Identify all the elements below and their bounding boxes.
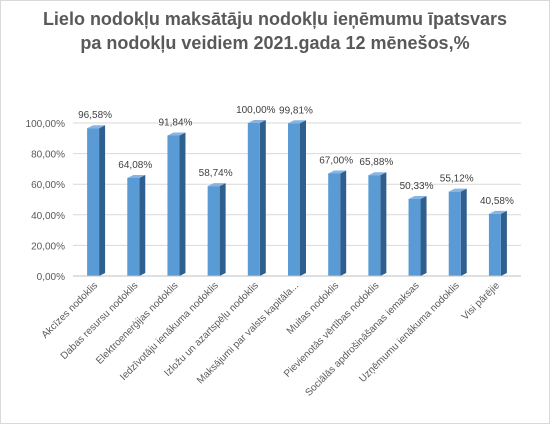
bar (328, 173, 341, 276)
bar-side (139, 174, 146, 276)
bar (368, 175, 381, 276)
bar-top (408, 195, 427, 199)
data-label: 55,12% (440, 174, 474, 185)
chart-title-line-1: Lielo nodokļu maksātāju nodokļu ieņēmumu… (42, 9, 508, 29)
bar-top (288, 120, 306, 124)
bar-top (87, 125, 106, 129)
y-tick-label: 20,00% (31, 241, 65, 252)
category-label: Elektroenerģijas nodoklis (93, 279, 181, 367)
bar-side (380, 172, 387, 276)
chart-title: Lielo nodokļu maksātāju nodokļu ieņēmumu… (1, 7, 549, 55)
bar-side (219, 183, 226, 276)
y-tick-label: 80,00% (31, 150, 65, 161)
data-label: 67,00% (319, 155, 353, 166)
y-tick-label: 0,00% (37, 272, 65, 283)
bar (288, 123, 300, 276)
category-label: Dabas resursu nodoklis (59, 280, 141, 362)
bar-top (127, 174, 146, 178)
bar (127, 177, 140, 276)
y-tick-label: 60,00% (31, 180, 65, 191)
bar-side (259, 120, 266, 276)
bar (488, 213, 501, 276)
data-label: 64,08% (118, 160, 152, 171)
bar-top (488, 210, 507, 214)
bar (247, 123, 260, 276)
chart-title-line-2: pa nodokļu veidiem 2021.gada 12 mēnešos,… (80, 33, 470, 53)
data-label: 96,58% (78, 110, 112, 121)
bar-top (207, 183, 226, 187)
data-label: 50,33% (400, 181, 434, 192)
data-label: 100,00% (236, 105, 276, 116)
bar-side (340, 170, 347, 276)
bar (448, 191, 461, 276)
bar-side (420, 195, 427, 276)
bar-side (99, 125, 106, 276)
y-tick-label: 40,00% (31, 211, 65, 222)
data-label: 40,58% (480, 196, 514, 207)
y-tick-label: 100,00% (26, 119, 66, 130)
bar-top (167, 132, 186, 136)
bar-top (448, 188, 467, 192)
data-label: 58,74% (199, 168, 233, 179)
data-label: 65,88% (359, 157, 393, 168)
bar (207, 186, 220, 276)
bar-side (179, 132, 186, 276)
bar (408, 198, 421, 276)
bar (167, 135, 180, 276)
data-label: 91,84% (158, 117, 192, 128)
bar-top (328, 170, 347, 174)
bar-side (460, 188, 467, 276)
bar-side (300, 120, 306, 276)
bar-side (500, 210, 507, 276)
bar-top (247, 120, 266, 123)
category-label: Visi pārējie (460, 280, 503, 323)
bar-top (368, 172, 387, 176)
data-label: 99,81% (279, 105, 313, 116)
bar (87, 128, 100, 276)
